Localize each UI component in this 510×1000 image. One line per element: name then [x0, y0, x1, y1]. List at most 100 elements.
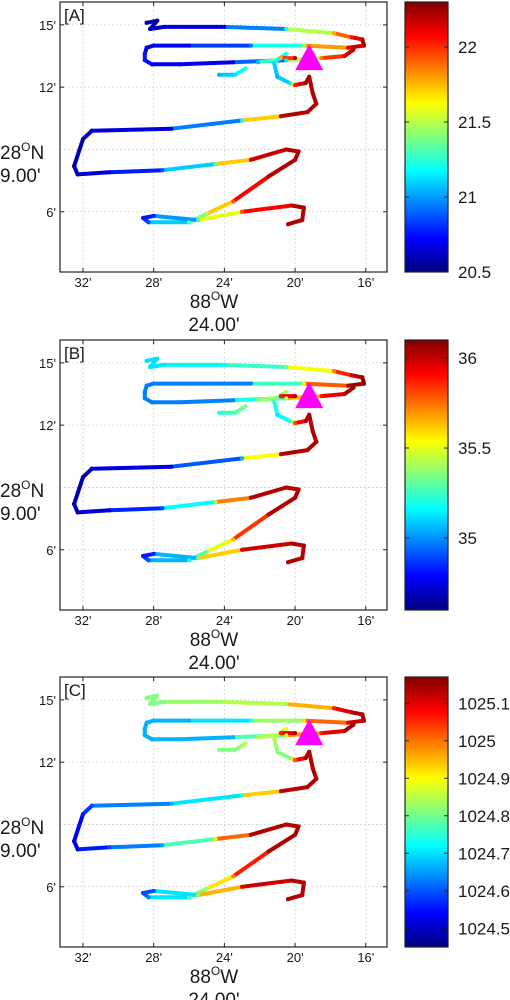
track-segment — [319, 729, 347, 736]
lat-label-dir: N — [30, 818, 44, 839]
track-segment — [284, 27, 336, 36]
x-tick-label: 28' — [145, 950, 162, 965]
track-segment — [89, 801, 174, 808]
track-point — [303, 756, 308, 760]
y-tick-label: 12' — [39, 80, 56, 95]
track-segment — [307, 412, 315, 434]
track-segment — [319, 392, 347, 399]
track-point — [144, 695, 149, 700]
track-point — [310, 429, 315, 434]
lat-label-sup: O — [21, 815, 30, 829]
track-point — [293, 56, 298, 61]
track-point — [155, 693, 160, 698]
track-point — [148, 27, 153, 31]
track-segment — [89, 464, 174, 471]
x-tick-label: 32' — [75, 950, 92, 965]
track-point — [271, 735, 276, 740]
track-segment — [289, 541, 306, 548]
track-point — [275, 74, 280, 79]
track-segment — [300, 543, 306, 561]
track-point — [222, 699, 227, 704]
colorbar-tick-label: 1024.5 — [458, 919, 510, 938]
track-point — [319, 731, 324, 736]
track-point — [204, 211, 209, 216]
track-segment — [160, 162, 218, 173]
track-point — [89, 128, 94, 133]
track-segment — [266, 157, 298, 179]
colorbar — [405, 340, 448, 610]
track-segment — [307, 749, 315, 771]
track-point — [240, 793, 245, 798]
track-point — [231, 537, 236, 542]
track-point — [314, 101, 319, 106]
track-point — [243, 404, 248, 409]
track-segment — [81, 128, 94, 142]
track-segment — [248, 147, 289, 162]
track-point — [141, 554, 146, 558]
track-segment — [307, 74, 315, 96]
track-segment — [271, 398, 280, 417]
lon-label: 88OW — [190, 289, 238, 313]
track-segment — [301, 718, 351, 725]
track-point — [151, 718, 156, 723]
colorbar-frame — [404, 339, 449, 611]
track-point — [275, 749, 280, 754]
y-tick-label: 15' — [39, 693, 56, 708]
colorbar-tick-label: 1024.8 — [458, 807, 510, 826]
track-segment — [213, 495, 253, 504]
track-segment — [204, 537, 236, 554]
site-marker-triangle — [295, 44, 324, 71]
lat-label-dir: N — [30, 481, 44, 502]
lon-label: 88OW — [190, 627, 238, 651]
track-segment — [240, 878, 294, 889]
track-segment — [75, 508, 112, 515]
site-marker-triangle — [295, 719, 324, 746]
track-point — [160, 168, 165, 173]
track-point — [72, 502, 77, 507]
track-point — [160, 506, 165, 511]
track-point — [144, 720, 149, 725]
track-segment — [278, 448, 310, 457]
lat-label-sup: O — [21, 140, 30, 154]
plot-area — [60, 340, 387, 610]
lon-label: 88OW — [190, 964, 238, 988]
track-segment — [305, 439, 319, 453]
track-point — [284, 27, 289, 31]
x-tick-label: 24' — [216, 950, 233, 965]
track-segment — [72, 475, 85, 507]
track-point — [141, 216, 146, 220]
track-segment — [256, 58, 276, 65]
track-point — [305, 785, 310, 790]
track-point — [278, 56, 283, 61]
track-point — [75, 847, 80, 852]
track-point — [217, 410, 222, 415]
track-segment — [107, 506, 165, 513]
track-point — [284, 58, 289, 63]
track-segment — [271, 60, 280, 79]
track-point — [349, 35, 354, 40]
track-segment — [284, 485, 301, 492]
track-point — [296, 824, 301, 829]
track-point — [169, 801, 174, 806]
lon-label-main: 88 — [190, 967, 211, 988]
colorbar-tick-label: 1024.9 — [458, 769, 510, 788]
track-point — [286, 897, 290, 902]
lat-label-sub: 9.00' — [0, 166, 41, 187]
track-segment — [305, 776, 319, 790]
track-point — [187, 895, 191, 900]
track-point — [310, 91, 315, 96]
track-point — [271, 60, 276, 65]
lat-label-main: 28 — [0, 818, 21, 839]
track-point — [151, 381, 156, 386]
track-segment — [160, 500, 218, 511]
track-segment — [233, 404, 248, 415]
track-point — [155, 18, 160, 23]
track-point — [151, 213, 156, 218]
track-point — [233, 410, 237, 415]
track-point — [360, 375, 365, 380]
track-point — [144, 45, 149, 50]
track-segment — [332, 31, 354, 40]
track-point — [310, 766, 315, 771]
track-segment — [271, 735, 280, 754]
track-point — [243, 66, 248, 71]
